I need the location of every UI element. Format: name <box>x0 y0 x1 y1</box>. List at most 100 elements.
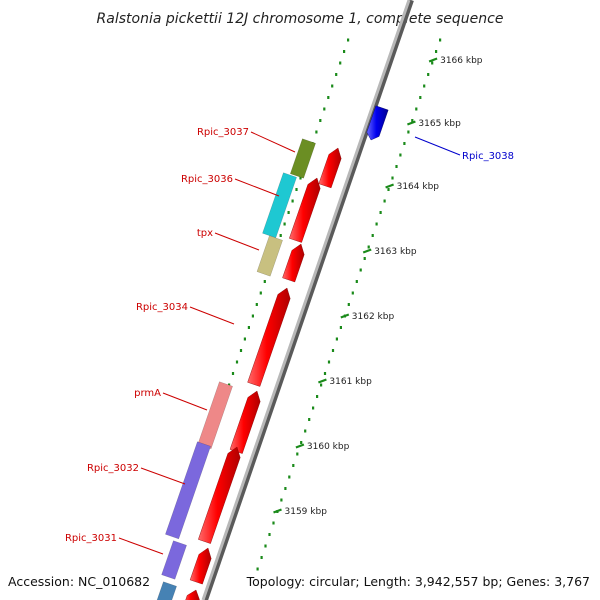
outer-rail-dot <box>299 176 302 180</box>
gene-arrow-red <box>282 243 305 283</box>
inner-rail-dot <box>284 487 287 490</box>
map-title: Ralstonia pickettii 12J chromosome 1, co… <box>97 11 504 27</box>
cog-block <box>197 381 233 450</box>
inner-rail-dot <box>296 452 299 456</box>
inner-rail-dot <box>320 383 323 387</box>
gene-label: Rpic_3038 <box>462 151 514 162</box>
inner-rail-dot <box>439 38 442 42</box>
label-leader-line <box>250 131 296 153</box>
inner-rail-dot <box>375 222 378 226</box>
kbp-marker-label: 3165 kbp <box>418 119 461 129</box>
inner-rail-dot <box>371 234 374 237</box>
label-leader-line <box>234 178 280 197</box>
gene-arrow-red <box>189 547 212 585</box>
cog-block <box>161 540 187 580</box>
outer-rail-dot <box>331 84 334 88</box>
label-leader-line <box>140 467 186 485</box>
inner-rail-dot <box>256 567 259 571</box>
outer-rail-dot <box>228 383 231 387</box>
gene-label: Rpic_3036 <box>181 174 233 185</box>
inner-rail-dot <box>347 303 350 306</box>
inner-rail-dot <box>367 245 370 249</box>
inner-rail-dot <box>383 199 386 203</box>
kbp-tick <box>362 248 372 254</box>
outer-rail-dot <box>259 291 262 295</box>
inner-rail-dot <box>359 268 362 272</box>
inner-rail-dot <box>395 165 398 168</box>
inner-rail-dot <box>335 337 338 341</box>
inner-rail-dot <box>323 372 327 375</box>
cog-block <box>256 235 283 277</box>
backbone <box>201 0 414 600</box>
cog-block <box>262 172 297 239</box>
gene-arrow-red <box>318 147 342 189</box>
gene-arrows <box>185 105 389 600</box>
outer-rail-dot <box>339 61 342 65</box>
inner-rail-dot <box>423 84 426 88</box>
outer-rail-dot <box>319 119 322 122</box>
cog-block <box>156 581 177 600</box>
inner-rail-dot <box>387 188 390 191</box>
kbp-tick <box>428 57 438 63</box>
backbone-highlight <box>201 0 411 600</box>
inner-rail-dot <box>435 50 438 53</box>
inner-rail-dot <box>288 475 291 479</box>
kbp-marker-label: 3163 kbp <box>374 247 417 257</box>
outer-rail-dot <box>251 314 254 318</box>
kbp-marker-label: 3166 kbp <box>440 56 483 66</box>
gene-label: Rpic_3037 <box>197 127 249 138</box>
inner-rail-dot <box>399 153 402 157</box>
outer-rail-dot <box>243 337 246 341</box>
inner-rail-dot <box>419 96 422 99</box>
label-leader-line <box>414 136 461 156</box>
gene-arrow-red <box>198 446 241 544</box>
inner-rail-dot <box>300 441 303 444</box>
gene-arrow-red <box>247 287 291 387</box>
kbp-tick <box>318 378 327 384</box>
kbp-tick <box>407 120 416 126</box>
inner-rail-dot <box>431 61 434 65</box>
kbp-tick <box>385 183 394 189</box>
outer-rail-dot <box>327 96 330 99</box>
inner-rail-dot <box>260 556 263 559</box>
outer-rail-dot <box>315 130 318 134</box>
cog-block <box>165 441 211 540</box>
inner-rail-dot <box>339 326 342 329</box>
label-leader-line <box>214 232 260 251</box>
gene-label: prmA <box>134 388 161 399</box>
inner-rail-dot <box>272 521 275 525</box>
inner-rail-dot <box>415 107 418 111</box>
inner-rail-dot <box>327 360 331 364</box>
gene-arrow-red <box>185 589 200 600</box>
inner-rail-dot <box>379 211 382 214</box>
cog-block <box>289 138 316 179</box>
outer-rail-dot <box>231 372 235 375</box>
outer-rail-dot <box>335 73 338 76</box>
kbp-marker-label: 3161 kbp <box>329 377 372 387</box>
inner-rail-dot <box>355 280 358 283</box>
inner-rail-dot <box>308 418 311 421</box>
outer-rail-dot <box>279 234 282 237</box>
cog-blocks <box>156 138 316 600</box>
inner-rail-dot <box>391 176 394 180</box>
inner-rail-dot <box>363 257 366 260</box>
outer-rail-dot <box>291 199 294 203</box>
inner-rail-dot <box>316 395 319 398</box>
gene-arrow-blue <box>366 105 389 141</box>
gene-label: Rpic_3031 <box>65 533 117 544</box>
gene-arrow-red <box>289 177 321 243</box>
kbp-marker-label: 3162 kbp <box>352 312 395 322</box>
inner-rail-dot <box>264 544 267 548</box>
outer-rail-dot <box>323 107 326 111</box>
kbp-marker-label: 3164 kbp <box>397 182 440 192</box>
kbp-marker-label: 3160 kbp <box>307 442 350 452</box>
gene-label: Rpic_3032 <box>87 463 139 474</box>
outer-rail-dot <box>283 222 286 226</box>
inner-rail-dot <box>312 406 315 410</box>
gene-label: Rpic_3034 <box>136 302 188 313</box>
inner-rail-dot <box>268 533 271 536</box>
outer-rail-dot <box>343 50 346 53</box>
